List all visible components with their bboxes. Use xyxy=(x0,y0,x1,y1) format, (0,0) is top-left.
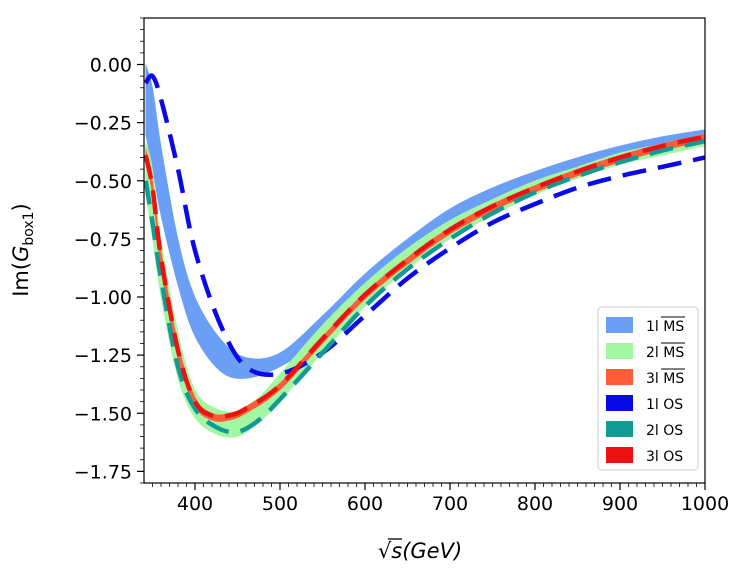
legend-swatch xyxy=(606,343,633,359)
legend-swatch xyxy=(606,395,633,411)
dashed-line-2 xyxy=(144,139,705,435)
legend-label-prefix: 1l xyxy=(646,319,663,335)
y-axis-label-close: ) xyxy=(9,203,33,211)
legend-label-scheme: OS xyxy=(663,449,683,465)
legend-label-scheme: OS xyxy=(663,423,683,439)
y-tick-label: −1.25 xyxy=(74,345,132,367)
legend-label: 2l MS xyxy=(646,345,684,361)
legend-swatch xyxy=(606,369,633,385)
legend-label: 3l OS xyxy=(646,449,683,465)
y-axis-label: Im(Gbox1) xyxy=(9,203,37,297)
y-axis-label-subscript: box1 xyxy=(21,211,37,245)
legend-label: 3l MS xyxy=(646,371,684,387)
legend-label-scheme: MS xyxy=(663,345,684,361)
x-tick-label: 900 xyxy=(602,493,638,515)
dashed-lines-layer xyxy=(144,73,705,435)
x-axis-label-sqrt: √ xyxy=(378,539,392,563)
x-tick-label: 400 xyxy=(177,493,213,515)
x-tick-label: 600 xyxy=(347,493,383,515)
legend-label-scheme: MS xyxy=(663,371,684,387)
legend-swatch xyxy=(606,317,633,333)
x-axis-label-unit: (GeV) xyxy=(402,539,462,563)
dashed-line-1 xyxy=(144,73,705,378)
y-tick-label: −0.75 xyxy=(74,229,132,251)
y-tick-label: −1.50 xyxy=(74,403,132,425)
svg-text:Im(Gbox1): Im(Gbox1) xyxy=(9,203,37,297)
svg-text:√s(GeV): √s(GeV) xyxy=(378,539,462,563)
legend-label: 1l MS xyxy=(646,319,684,335)
y-axis-label-main: Im( xyxy=(9,262,33,297)
legend-label-prefix: 1l xyxy=(646,397,663,413)
legend-label-prefix: 2l xyxy=(646,423,663,439)
legend-label-prefix: 2l xyxy=(646,345,663,361)
y-tick-label: −1.75 xyxy=(74,461,132,483)
x-tick-label: 500 xyxy=(262,493,298,515)
legend-swatch xyxy=(606,421,633,437)
x-axis-label: √s(GeV) xyxy=(378,538,462,563)
legend-label-scheme: OS xyxy=(663,397,683,413)
legend-label: 1l OS xyxy=(646,397,683,413)
y-axis-label-symbol: G xyxy=(9,246,33,262)
x-tick-label: 700 xyxy=(432,493,468,515)
x-axis-label-var: s xyxy=(391,539,402,563)
y-tick-label: −1.00 xyxy=(74,287,132,309)
legend-label-scheme: MS xyxy=(663,319,684,335)
ticks-layer: 400 500 600 700 800 900 1000 0.00 −0.25 −0.50 −0.7… xyxy=(74,17,729,515)
y-tick-label: 0.00 xyxy=(90,55,132,77)
legend-label-prefix: 3l xyxy=(646,449,663,465)
dashed-line-3 xyxy=(144,134,705,420)
legend-label: 2l OS xyxy=(646,423,683,439)
legend-label-prefix: 3l xyxy=(646,371,663,387)
x-tick-label: 1000 xyxy=(681,493,729,515)
y-tick-label: −0.50 xyxy=(74,171,132,193)
y-tick-label: −0.25 xyxy=(74,113,132,135)
legend-swatch xyxy=(606,447,633,463)
x-tick-label: 800 xyxy=(517,493,553,515)
